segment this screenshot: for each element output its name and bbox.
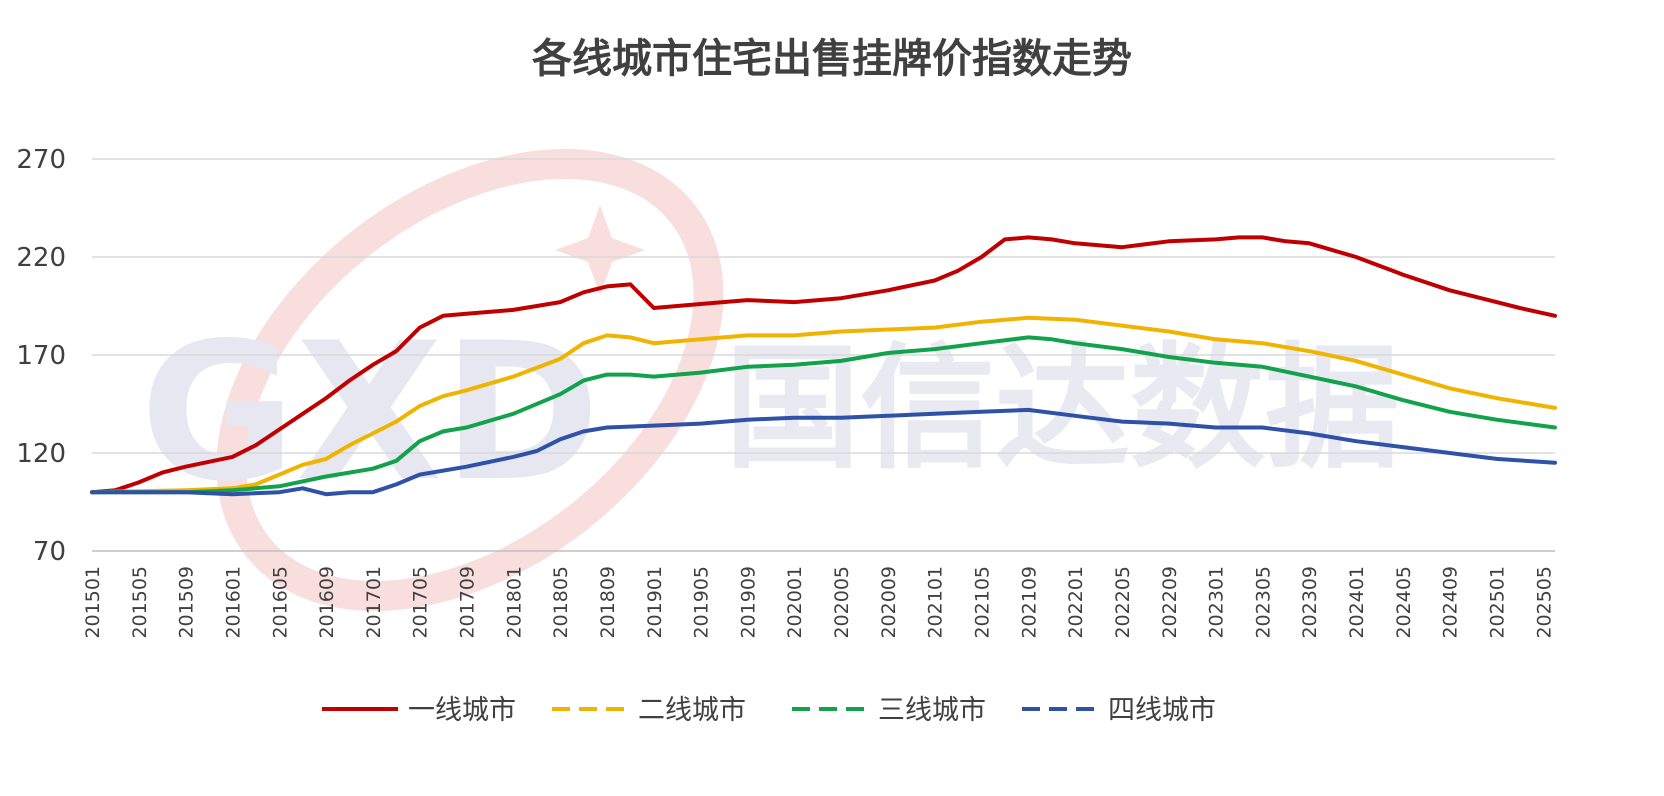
y-tick-label: 120 — [16, 439, 66, 469]
x-tick-label: 201709 — [457, 566, 479, 639]
x-tick-label: 202101 — [925, 566, 947, 639]
x-tick-label: 201909 — [737, 566, 759, 639]
watermark-star — [555, 205, 645, 295]
x-tick-label: 201801 — [503, 566, 525, 639]
x-tick-label: 202005 — [831, 566, 853, 639]
x-tick-label: 202109 — [1018, 566, 1040, 639]
x-tick-label: 201509 — [176, 566, 198, 639]
x-tick-label: 202409 — [1440, 566, 1462, 639]
x-tick-label: 201701 — [363, 566, 385, 639]
x-tick-label: 201609 — [316, 566, 338, 639]
x-tick-label: 202209 — [1159, 566, 1181, 639]
x-tick-label: 202105 — [972, 566, 994, 639]
x-tick-label: 202505 — [1533, 566, 1555, 639]
y-tick-label: 70 — [33, 537, 66, 567]
watermark-text: 国信达数据 — [725, 330, 1400, 487]
legend-label: 一线城市 — [408, 695, 516, 726]
x-tick-label: 202009 — [878, 566, 900, 639]
x-tick-label: 202201 — [1065, 566, 1087, 639]
x-tick-label: 202001 — [784, 566, 806, 639]
y-tick-label: 220 — [16, 243, 66, 273]
y-axis-ticks: 70 120 170 220 270 — [16, 145, 66, 567]
x-tick-label: 201501 — [82, 566, 104, 639]
x-tick-label: 202305 — [1252, 566, 1274, 639]
legend: 一线城市 二线城市 三线城市 四线城市 — [322, 695, 1216, 726]
x-tick-label: 202309 — [1299, 566, 1321, 639]
x-tick-label: 201601 — [222, 566, 244, 639]
legend-label: 二线城市 — [638, 695, 746, 726]
x-tick-label: 201805 — [550, 566, 572, 639]
legend-label: 三线城市 — [878, 695, 986, 726]
x-tick-label: 202401 — [1346, 566, 1368, 639]
x-tick-label: 202301 — [1206, 566, 1228, 639]
x-tick-label: 202501 — [1486, 566, 1508, 639]
x-tick-label: 202205 — [1112, 566, 1134, 639]
x-tick-label: 201905 — [691, 566, 713, 639]
legend-label: 四线城市 — [1108, 695, 1216, 726]
x-tick-label: 201809 — [597, 566, 619, 639]
y-tick-label: 170 — [16, 341, 66, 371]
x-tick-label: 202405 — [1393, 566, 1415, 639]
y-tick-label: 270 — [16, 145, 66, 175]
x-tick-label: 201705 — [410, 566, 432, 639]
chart-title: 各线城市住宅出售挂牌价指数走势 — [532, 36, 1132, 82]
x-tick-label: 201605 — [269, 566, 291, 639]
x-tick-label: 201901 — [644, 566, 666, 639]
x-tick-label: 201505 — [129, 566, 151, 639]
